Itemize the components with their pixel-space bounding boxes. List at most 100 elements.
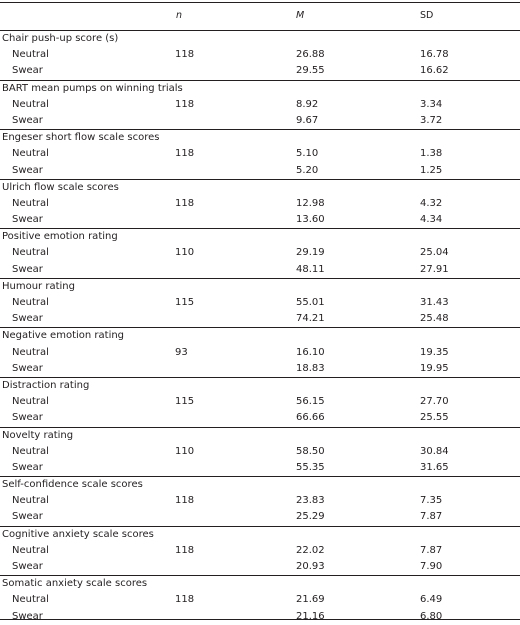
mean-value: 48.11 — [296, 263, 325, 275]
group-title-row: BART mean pumps on winning trials — [0, 79, 520, 97]
n-value: 118 — [175, 495, 195, 507]
n-value: 93 — [175, 346, 188, 358]
n-value: 115 — [175, 396, 195, 408]
sd-value: 7.87 — [420, 544, 443, 556]
table-row: Swear 29.55 16.62 — [0, 63, 520, 79]
mean-value: 5.20 — [296, 164, 319, 176]
table-row: Swear 66.66 25.55 — [0, 410, 520, 426]
condition-label: Swear — [12, 461, 43, 473]
sd-value: 6.80 — [420, 610, 443, 622]
n-value: 110 — [175, 445, 195, 457]
mean-value: 74.21 — [296, 313, 325, 325]
mean-value: 18.83 — [296, 362, 325, 374]
group-title: Somatic anxiety scale scores — [2, 578, 148, 590]
n-value: 118 — [175, 49, 195, 61]
mean-value: 9.67 — [296, 114, 319, 126]
group-title-row: Cognitive anxiety scale scores — [0, 525, 520, 543]
table-body: Chair push-up score (s) Neutral 118 26.88 16… — [0, 31, 520, 625]
condition-label: Swear — [12, 412, 43, 424]
table-row: Neutral 118 21.69 6.49 — [0, 592, 520, 608]
condition-label: Swear — [12, 511, 43, 523]
sd-value: 16.62 — [420, 65, 449, 77]
condition-label: Swear — [12, 114, 43, 126]
sd-value: 7.35 — [420, 495, 443, 507]
table-row: Swear 9.67 3.72 — [0, 113, 520, 129]
group-title-row: Positive emotion rating — [0, 228, 520, 245]
group-title: BART mean pumps on winning trials — [2, 82, 183, 94]
mean-value: 21.69 — [296, 594, 325, 606]
condition-label: Neutral — [12, 247, 49, 259]
mean-value: 25.29 — [296, 511, 325, 523]
n-value: 118 — [175, 148, 195, 160]
sd-value: 1.25 — [420, 164, 443, 176]
table-row: Neutral 118 22.02 7.87 — [0, 543, 520, 559]
mean-value: 8.92 — [296, 98, 319, 110]
condition-label: Neutral — [12, 197, 49, 209]
table-row: Swear 74.21 25.48 — [0, 311, 520, 327]
header-mean: M — [296, 10, 305, 21]
group-title: Engeser short flow scale scores — [2, 132, 160, 144]
header-n: n — [176, 10, 183, 21]
table-row: Swear 13.60 4.34 — [0, 212, 520, 228]
condition-label: Swear — [12, 561, 43, 572]
table-row: Neutral 118 26.88 16.78 — [0, 47, 520, 63]
condition-label: Neutral — [12, 544, 49, 556]
table-row: Neutral 115 55.01 31.43 — [0, 295, 520, 311]
mean-value: 55.35 — [296, 461, 325, 473]
group-title-row: Humour rating — [0, 277, 520, 295]
condition-label: Neutral — [12, 49, 49, 61]
table-row: Neutral 93 16.10 19.35 — [0, 345, 520, 361]
sd-value: 7.90 — [420, 561, 443, 572]
mean-value: 22.02 — [296, 544, 325, 556]
condition-label: Neutral — [12, 346, 49, 358]
mean-value: 16.10 — [296, 346, 325, 358]
condition-label: Neutral — [12, 297, 49, 308]
sd-value: 4.32 — [420, 197, 443, 209]
condition-label: Neutral — [12, 148, 49, 160]
group-title: Self-confidence scale scores — [2, 479, 143, 491]
group-title-row: Chair push-up score (s) — [0, 31, 520, 47]
sd-value: 1.38 — [420, 148, 443, 160]
mean-value: 13.60 — [296, 214, 325, 226]
sd-value: 7.87 — [420, 511, 443, 523]
mean-value: 58.50 — [296, 445, 325, 457]
group-title: Cognitive anxiety scale scores — [2, 528, 154, 540]
group-title: Novelty rating — [2, 429, 74, 441]
sd-value: 27.91 — [420, 263, 449, 275]
condition-label: Swear — [12, 263, 43, 275]
mean-value: 23.83 — [296, 495, 325, 507]
table-row: Swear 25.29 7.87 — [0, 509, 520, 525]
group-title-row: Novelty rating — [0, 426, 520, 444]
mean-value: 12.98 — [296, 197, 325, 209]
condition-label: Swear — [12, 214, 43, 226]
sd-value: 6.49 — [420, 594, 443, 606]
table-row: Swear 18.83 19.95 — [0, 361, 520, 377]
condition-label: Swear — [12, 65, 43, 77]
group-title: Humour rating — [2, 280, 75, 292]
table-row: Neutral 118 5.10 1.38 — [0, 146, 520, 162]
group-title: Ulrich flow scale scores — [2, 181, 119, 193]
n-value: 118 — [175, 594, 195, 606]
n-value: 110 — [175, 247, 195, 259]
mean-value: 56.15 — [296, 396, 325, 408]
n-value: 118 — [175, 544, 195, 556]
sd-value: 19.95 — [420, 362, 449, 374]
sd-value: 19.35 — [420, 346, 449, 358]
mean-value: 20.93 — [296, 561, 325, 572]
table-header-row: n M SD — [0, 4, 520, 28]
table-row: Neutral 115 56.15 27.70 — [0, 394, 520, 410]
sd-value: 3.72 — [420, 114, 443, 126]
table-header-rule — [0, 30, 520, 31]
condition-label: Neutral — [12, 445, 49, 457]
group-title: Positive emotion rating — [2, 231, 118, 243]
mean-value: 29.55 — [296, 65, 325, 77]
sd-value: 27.70 — [420, 396, 449, 408]
group-title-row: Negative emotion rating — [0, 327, 520, 344]
table-bottom-rule — [0, 619, 520, 620]
table-row: Neutral 110 58.50 30.84 — [0, 444, 520, 460]
sd-value: 25.55 — [420, 412, 449, 424]
table-row: Neutral 118 23.83 7.35 — [0, 493, 520, 509]
group-title-row: Somatic anxiety scale scores — [0, 575, 520, 592]
sd-value: 25.48 — [420, 313, 449, 325]
n-value: 118 — [175, 197, 195, 209]
